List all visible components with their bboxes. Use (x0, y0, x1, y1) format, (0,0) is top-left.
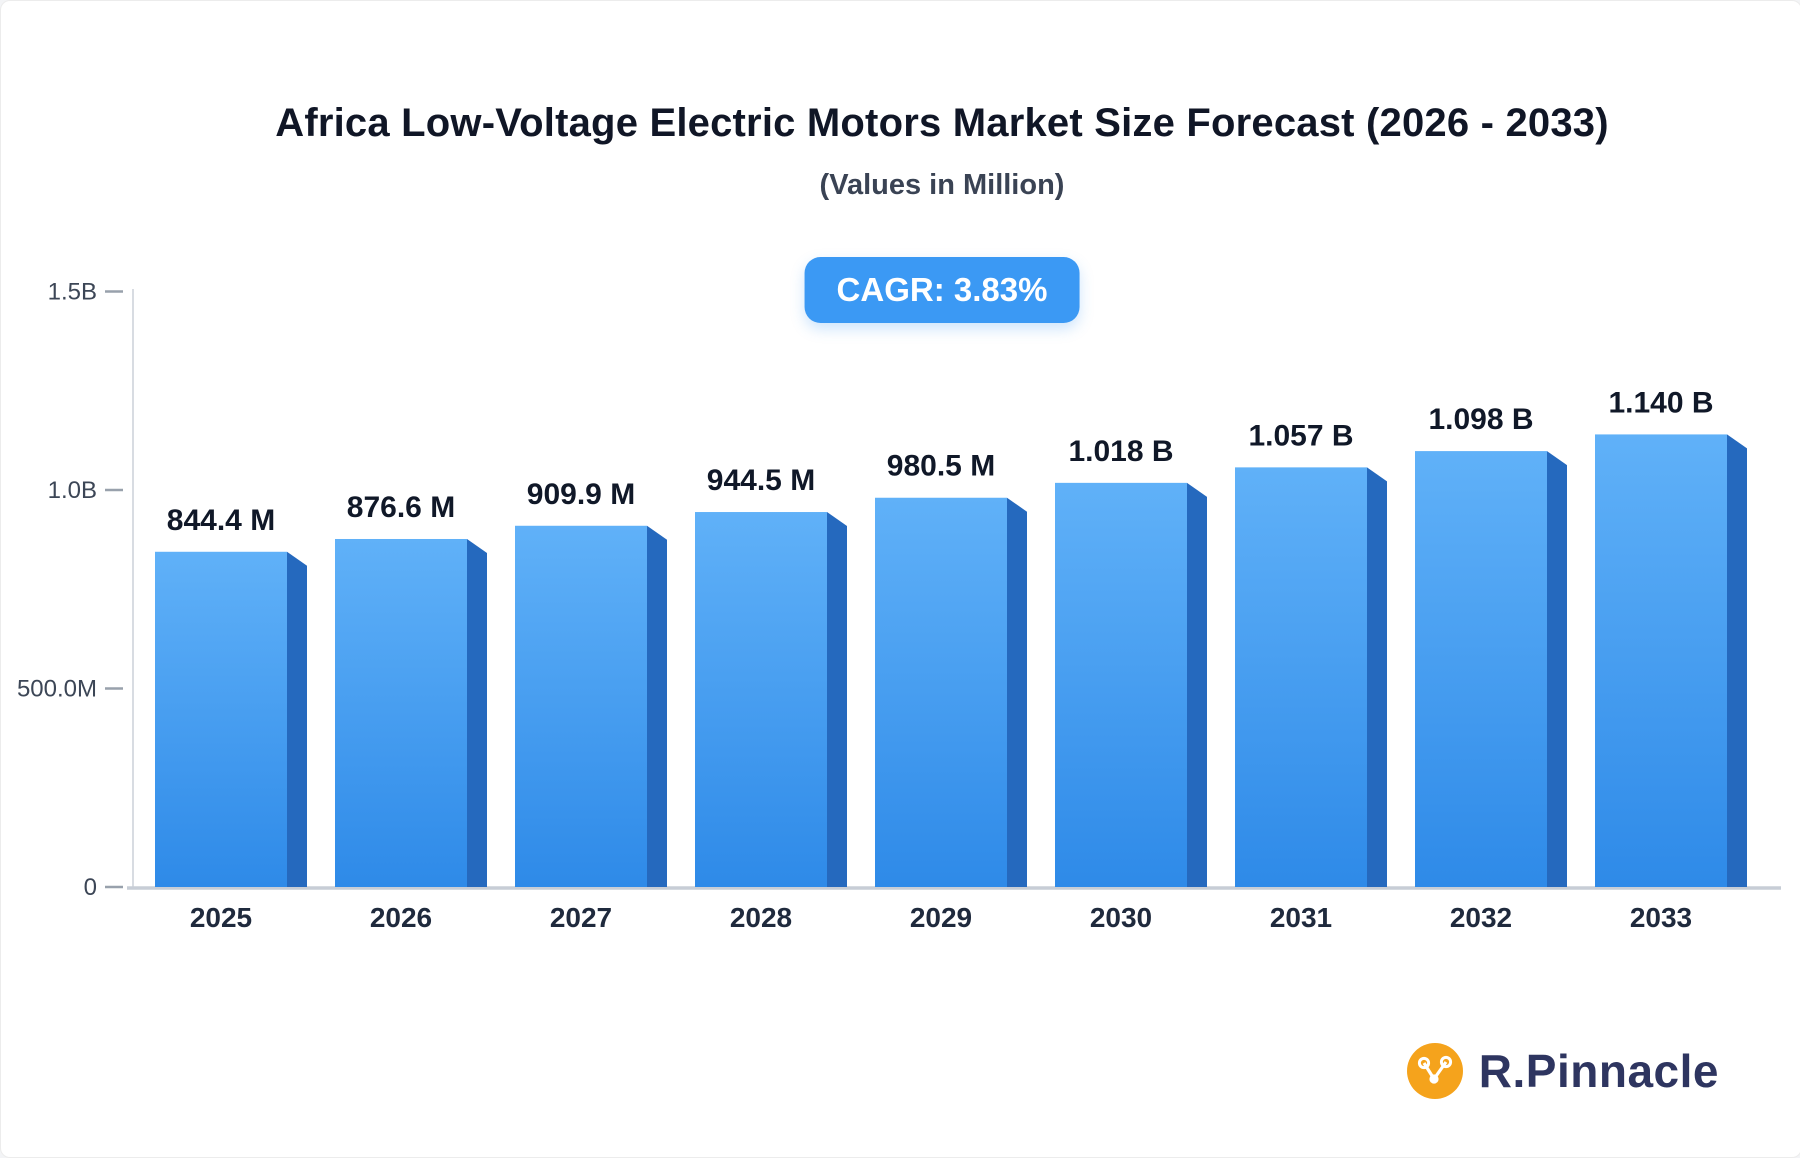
bar-group-2032: 1.098 B 2032 (1415, 403, 1567, 933)
brand-logo: R.Pinnacle (1405, 1041, 1719, 1101)
bar-side (827, 512, 847, 887)
x-axis-label: 2030 (1090, 902, 1152, 933)
bar-value-label: 1.140 B (1608, 386, 1713, 419)
bar-value-label: 844.4 M (167, 504, 275, 537)
y-axis-label: 1.0B (48, 477, 97, 504)
bar-side (1367, 467, 1387, 887)
x-axis-label: 2029 (910, 902, 972, 933)
bar-front (1595, 434, 1727, 887)
bar-group-2031: 1.057 B 2031 (1235, 419, 1387, 933)
bar-front (695, 512, 827, 887)
bar-side (1187, 482, 1207, 887)
bar-front (1055, 482, 1187, 887)
x-axis-label: 2026 (370, 902, 432, 933)
bar-side (1007, 497, 1027, 887)
cagr-badge: CAGR: 3.83% (804, 257, 1080, 323)
bar-value-label: 1.098 B (1428, 403, 1533, 436)
x-axis-label: 2033 (1630, 902, 1692, 933)
bar-front (1235, 467, 1367, 887)
bar-front (1415, 451, 1547, 887)
chart-subtitle: (Values in Million) (819, 169, 1065, 201)
bar-front (515, 525, 647, 887)
x-axis-label: 2025 (190, 902, 252, 933)
bar-value-label: 944.5 M (707, 464, 815, 497)
bar-front (335, 538, 467, 887)
bar-side (287, 551, 307, 887)
bar-value-label: 876.6 M (347, 491, 455, 524)
x-axis-label: 2032 (1450, 902, 1512, 933)
logo-circle (1406, 1043, 1463, 1099)
bar-side (1727, 434, 1747, 887)
y-axis-label: 0 (84, 874, 97, 901)
bar-value-label: 1.057 B (1248, 419, 1353, 452)
bar-group-2029: 980.5 M 2029 (875, 450, 1027, 933)
bar-group-2025: 844.4 M 2025 (155, 504, 307, 933)
brand-logo-icon (1406, 1043, 1463, 1099)
x-axis-label: 2028 (730, 902, 792, 933)
y-axis-label: 1.5B (48, 279, 97, 306)
bar-front (875, 497, 1007, 887)
bar-group-2033: 1.140 B 2033 (1595, 386, 1747, 933)
bar-value-label: 980.5 M (887, 450, 995, 483)
bar-side (467, 538, 487, 887)
bar-front (155, 551, 287, 887)
bar-value-label: 1.018 B (1068, 435, 1173, 468)
bar-side (1547, 451, 1567, 887)
chart-title: Africa Low-Voltage Electric Motors Marke… (275, 101, 1609, 145)
x-axis-label: 2031 (1270, 902, 1332, 933)
bar-group-2028: 944.5 M 2028 (695, 464, 847, 933)
bar-group-2027: 909.9 M 2027 (515, 478, 667, 933)
bar-group-2026: 876.6 M 2026 (335, 491, 487, 933)
y-axis-label: 500.0M (17, 676, 97, 703)
bar-value-label: 909.9 M (527, 478, 635, 511)
bar-group-2030: 1.018 B 2030 (1055, 435, 1207, 933)
x-axis-label: 2027 (550, 902, 612, 933)
bar-side (647, 525, 667, 887)
brand-name: R.Pinnacle (1478, 1045, 1719, 1097)
